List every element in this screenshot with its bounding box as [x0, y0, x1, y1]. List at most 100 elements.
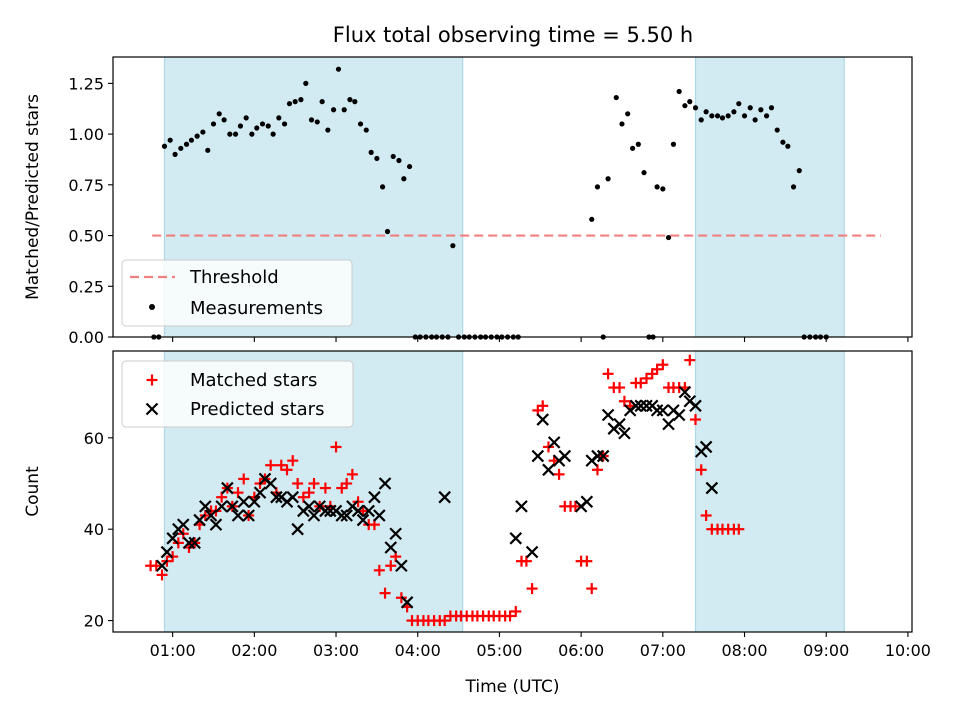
measurement-point [357, 121, 364, 127]
measurement-point [605, 176, 611, 182]
x-tick-label: 02:00 [231, 641, 277, 660]
matched-star-point [586, 583, 598, 595]
measurement-point [330, 107, 337, 113]
predicted-star-point [438, 490, 451, 504]
predicted-star-point [270, 490, 283, 504]
top-observing-window-2 [695, 57, 845, 337]
measurement-point [232, 131, 239, 137]
measurement-point [589, 216, 595, 222]
matched-star-point [657, 359, 669, 371]
measurement-point [641, 170, 647, 176]
top-y-tick-label: 1.25 [68, 74, 104, 93]
matched-star-point [733, 523, 745, 535]
predicted-star-point [166, 532, 179, 545]
measurement-point [676, 88, 682, 95]
measurement-point [670, 141, 677, 147]
matched-legend-marker [146, 374, 158, 386]
matched-star-point [690, 414, 702, 426]
predicted-star-point [672, 408, 686, 422]
matched-star-point [346, 468, 358, 480]
predicted-star-point [395, 559, 408, 573]
measurement-point [768, 105, 775, 111]
predicted-star-point [291, 522, 304, 536]
measurement-point [243, 115, 249, 121]
predicted-star-point [362, 504, 375, 518]
top-legend: Threshold Measurements [121, 259, 353, 327]
predicted-star-point [378, 477, 392, 490]
measurement-point [731, 109, 737, 115]
predicted-star-point [536, 413, 550, 426]
measurement-point [714, 113, 721, 119]
measurement-point [619, 121, 625, 127]
measurement-point [703, 109, 709, 115]
measurement-point [790, 184, 797, 190]
chart-title: Flux total observing time = 5.50 h [333, 23, 693, 47]
matched-star-point [618, 395, 630, 407]
predicted-star-point [384, 541, 398, 554]
measurement-point [763, 113, 770, 119]
measurement-point [161, 143, 168, 149]
predicted-legend-label: Predicted stars [190, 399, 324, 420]
bottom-legend-box [121, 360, 354, 428]
measurement-point [629, 145, 636, 151]
predicted-star-point [351, 504, 365, 518]
bottom-observing-window-2 [695, 351, 845, 632]
predicted-star-point [368, 490, 381, 504]
predicted-star-point [591, 449, 604, 463]
predicted-star-point [176, 518, 190, 531]
x-tick-label: 06:00 [558, 641, 604, 660]
measurement-point [200, 129, 206, 135]
predicted-star-point [307, 509, 321, 522]
predicted-star-point [242, 509, 255, 522]
measurement-point [298, 97, 304, 103]
predicted-star-point [264, 477, 277, 490]
predicted-star-point [662, 417, 675, 431]
measurement-point [692, 105, 699, 111]
measurement-point [613, 94, 619, 101]
matched-star-point [232, 487, 244, 499]
x-tick-label: 01:00 [150, 641, 196, 660]
measurement-point [210, 121, 217, 127]
matched-star-point [581, 555, 593, 567]
measurement-point [237, 123, 244, 129]
measurement-point [363, 127, 369, 133]
predicted-star-point [335, 509, 349, 522]
matched-star-point [510, 605, 522, 617]
matched-star-point [684, 354, 696, 366]
predicted-legend-swatch [145, 402, 159, 416]
matched-star-point [297, 491, 309, 503]
measurement-point [167, 137, 173, 143]
measurement-point [188, 137, 195, 143]
matched-star-point [379, 587, 391, 599]
measurement-point [654, 184, 660, 190]
matched-star-point [156, 569, 168, 581]
predicted-star-point [215, 500, 228, 513]
predicted-star-point [601, 408, 615, 422]
measurement-point [406, 163, 413, 170]
measurement-point [450, 243, 456, 249]
measurement-point [741, 113, 748, 119]
measurement-point [265, 123, 271, 129]
matched-star-point [504, 610, 516, 622]
matched-legend-label: Matched stars [190, 370, 317, 391]
measurement-point [194, 133, 200, 139]
matched-star-point [287, 455, 299, 467]
measurement-point [216, 111, 222, 117]
bottom-y-tick-label: 40 [84, 520, 104, 539]
matched-star-point [281, 464, 293, 476]
matched-legend-swatch [146, 374, 158, 386]
x-tick-label: 07:00 [640, 641, 686, 660]
matched-star-point [265, 459, 277, 471]
measurement-point [752, 117, 758, 123]
predicted-star-point [286, 490, 300, 504]
measurement-point [319, 99, 325, 105]
matched-star-point [216, 491, 228, 503]
predicted-star-point [400, 596, 414, 609]
predicted-star-point [199, 500, 212, 513]
predicted-star-point [389, 527, 402, 541]
measurement-point [785, 143, 791, 149]
measurement-point [172, 151, 178, 157]
measurement-point [292, 99, 298, 105]
measurement-point [780, 139, 786, 145]
measurement-point [254, 125, 260, 131]
